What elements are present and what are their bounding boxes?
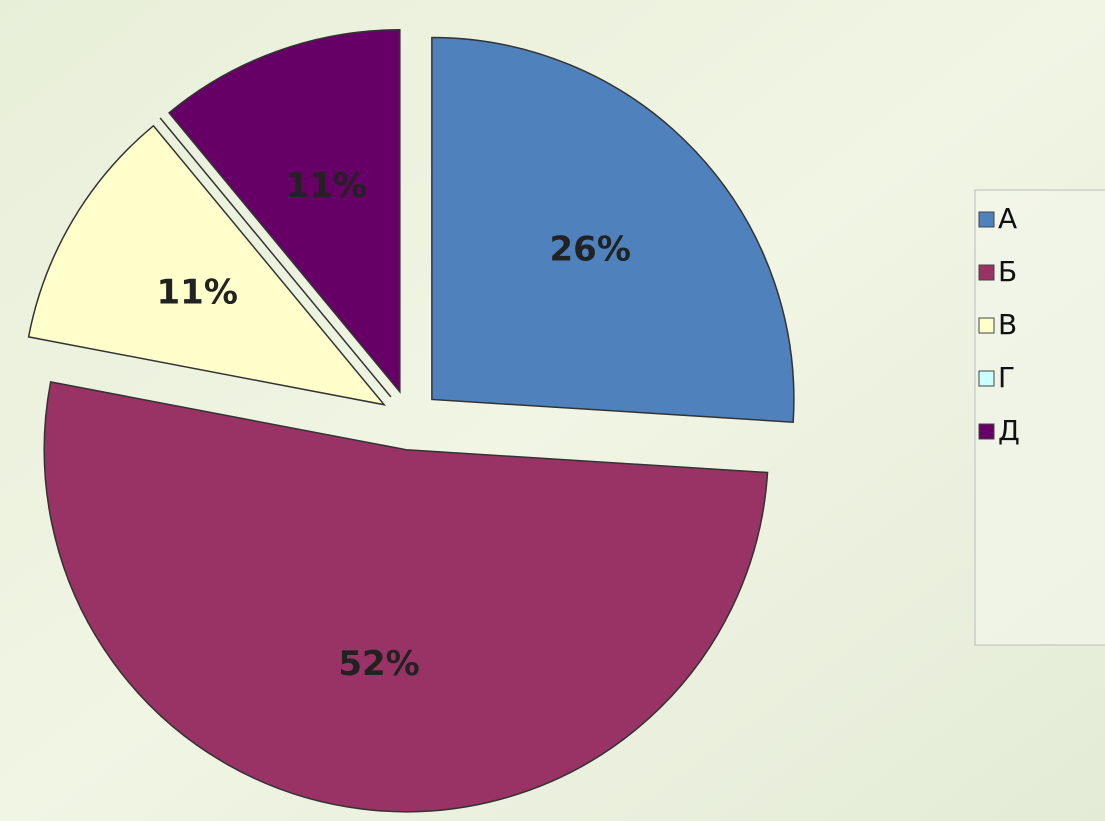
- pie-slice: [431, 36, 795, 423]
- data-label: 52%: [338, 644, 419, 684]
- legend-label: А: [998, 202, 1017, 235]
- pie-slice: [159, 117, 392, 398]
- pie-slice: [27, 124, 387, 406]
- pie-slice: [43, 381, 769, 813]
- legend-label: Д: [998, 414, 1020, 447]
- legend-label: Г: [998, 361, 1015, 394]
- legend-swatch: [978, 423, 995, 440]
- pie-slice: [168, 29, 401, 394]
- legend-swatch: [978, 211, 995, 228]
- data-label: 26%: [550, 229, 631, 269]
- legend-box: [974, 189, 1105, 646]
- data-label: 11%: [157, 273, 238, 313]
- data-label: 11%: [286, 166, 367, 206]
- legend-label: Б: [998, 255, 1017, 288]
- legend-swatch: [978, 370, 995, 387]
- legend-swatch: [978, 317, 995, 334]
- legend-swatch: [978, 264, 995, 281]
- legend-label: В: [998, 308, 1017, 341]
